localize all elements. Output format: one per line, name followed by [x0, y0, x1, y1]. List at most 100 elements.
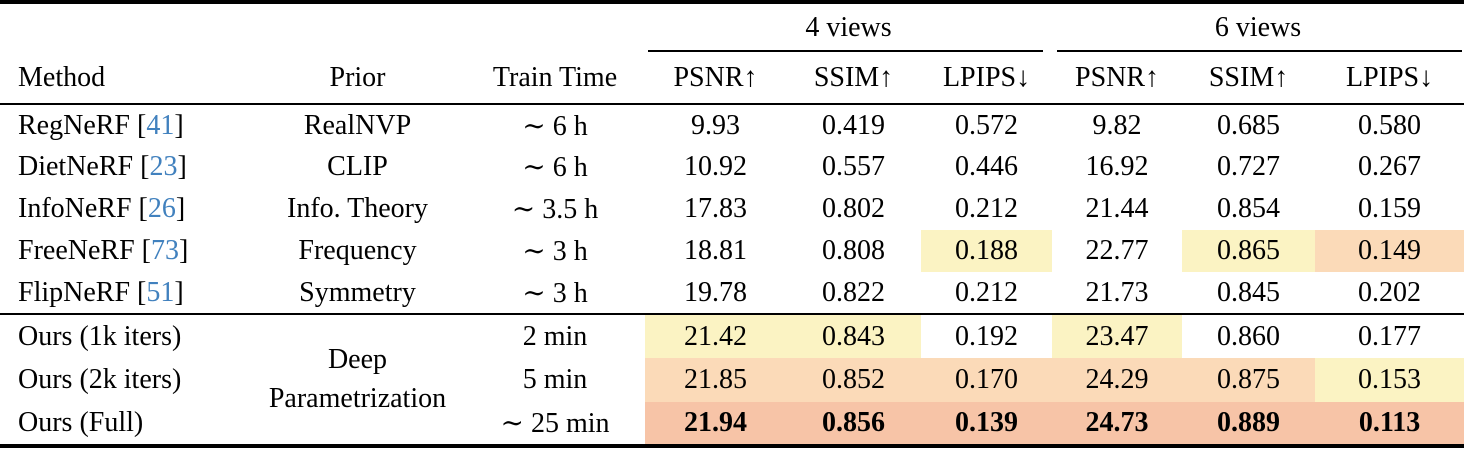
- citation-link[interactable]: 51: [146, 276, 175, 308]
- method-cell: RegNeRF [41]: [0, 104, 250, 146]
- metric-cell-lpips4: 0.188: [921, 230, 1053, 272]
- train-time-cell: ∼ 25 min: [500, 408, 610, 439]
- metric-cell-psnr4: 19.78: [684, 276, 747, 308]
- group-header-4views-label: 4 views: [805, 12, 892, 43]
- metric-cell-psnr6: 23.47: [1052, 313, 1183, 358]
- table-row-dietnerf: DietNeRF [23] CLIP ∼ 6 h 10.92 0.557 0.4…: [0, 146, 1464, 188]
- col-header-lpips-6views: LPIPS↓: [1315, 52, 1464, 105]
- metric-cell-ssim6: 0.875: [1182, 358, 1316, 402]
- train-time-cell: ∼ 3 h: [522, 277, 588, 309]
- metric-cell-psnr6: 9.82: [1092, 109, 1142, 141]
- column-header-row: Method Prior Train Time PSNR↑ SSIM↑ LPIP…: [0, 52, 1464, 105]
- metric-cell-lpips4: 0.212: [955, 276, 1019, 308]
- prior-cell: RealNVP: [303, 109, 412, 141]
- method-name: RegNeRF: [18, 109, 130, 141]
- col-header-psnr-6views: PSNR↑: [1052, 52, 1183, 105]
- method-cell: InfoNeRF [26]: [0, 188, 250, 230]
- col-header-ssim-4views: SSIM↑: [786, 52, 921, 105]
- cmidrule-4views: [648, 50, 1044, 52]
- metric-cell-ssim4: 0.802: [822, 193, 885, 224]
- table-row-flipnerf: FlipNeRF [51] Symmetry ∼ 3 h 19.78 0.822…: [0, 272, 1464, 314]
- metric-cell-ssim4: 0.822: [822, 276, 885, 308]
- metric-cell-psnr4: 21.42: [645, 313, 786, 358]
- citation-link[interactable]: 26: [147, 193, 176, 224]
- table-row-regnerf: RegNeRF [41] RealNVP ∼ 6 h 9.93 0.419 0.…: [0, 104, 1464, 146]
- metric-cell-psnr6: 22.77: [1085, 235, 1149, 266]
- group-header-6views: 6 views: [1052, 2, 1464, 52]
- table-row-ours-2k: Ours (2k iters) 5 min 21.85 0.852 0.170 …: [0, 358, 1464, 402]
- citation-bracket: ]: [175, 193, 186, 224]
- col-header-psnr-4views: PSNR↑: [645, 52, 786, 105]
- train-time-cell: ∼ 3 h: [522, 236, 588, 267]
- citation-bracket: [: [137, 109, 147, 141]
- table-row-ours-1k: Ours (1k iters) Deep Parametrization 2 mi…: [0, 313, 1464, 446]
- metric-cell-psnr6: 16.92: [1085, 151, 1149, 182]
- citation-bracket: [: [137, 276, 147, 308]
- spacer-cell: [465, 2, 645, 52]
- metric-cell-psnr4: 17.83: [684, 193, 747, 224]
- metric-cell-lpips6: 0.267: [1358, 151, 1422, 182]
- citation-link[interactable]: 41: [146, 109, 175, 141]
- metric-cell-ssim4: 0.856: [786, 402, 921, 446]
- metric-cell-lpips6: 0.159: [1358, 193, 1422, 224]
- metric-cell-ssim6: 0.727: [1217, 151, 1281, 182]
- metric-cell-ssim4: 0.419: [822, 109, 885, 141]
- citation-bracket: ]: [174, 276, 184, 308]
- citation-bracket: [: [138, 193, 148, 224]
- group-header-row: 4 views 6 views: [0, 2, 1464, 52]
- method-name: InfoNeRF: [18, 193, 132, 224]
- spacer-cell: [0, 2, 250, 52]
- citation-bracket: [: [140, 151, 150, 182]
- col-header-train-time: Train Time: [465, 52, 645, 105]
- method-cell: FreeNeRF [73]: [0, 230, 250, 272]
- table-row-ours-full: Ours (Full) ∼ 25 min 21.94 0.856 0.139 2…: [0, 402, 1464, 446]
- metric-cell-lpips4: 0.446: [955, 151, 1019, 182]
- prior-cell-deep-parametrization: Deep Parametrization: [250, 313, 465, 446]
- citation-link[interactable]: 73: [150, 235, 179, 266]
- metric-cell-lpips6: 0.153: [1315, 358, 1464, 402]
- metric-cell-ssim4: 0.843: [786, 313, 921, 358]
- prior-cell: Frequency: [298, 235, 417, 266]
- metric-cell-psnr4: 18.81: [684, 235, 747, 266]
- method-cell: DietNeRF [23]: [0, 146, 250, 188]
- spacer-cell: [250, 2, 465, 52]
- train-time-cell: ∼ 6 h: [522, 152, 588, 183]
- metric-cell-lpips6: 0.202: [1358, 276, 1422, 308]
- metric-cell-lpips6: 0.580: [1358, 109, 1422, 141]
- method-name: FlipNeRF: [18, 276, 131, 308]
- metric-cell-lpips6: 0.113: [1315, 402, 1464, 446]
- col-header-prior: Prior: [250, 52, 465, 105]
- train-time-cell: 5 min: [522, 364, 588, 395]
- prior-cell: Info. Theory: [287, 193, 428, 224]
- method-cell: Ours (2k iters): [18, 364, 182, 395]
- metric-cell-psnr6: 21.73: [1085, 276, 1149, 308]
- metric-cell-psnr4: 21.85: [645, 358, 786, 402]
- metric-cell-ssim4: 0.808: [822, 235, 885, 266]
- method-name: DietNeRF: [18, 151, 134, 182]
- citation-link[interactable]: 23: [149, 151, 178, 182]
- metric-cell-lpips4: 0.572: [955, 109, 1019, 141]
- metric-cell-lpips6: 0.177: [1315, 313, 1464, 358]
- prior-cell: Symmetry: [299, 276, 416, 308]
- citation-bracket: [: [141, 235, 151, 266]
- prior-cell: CLIP: [327, 151, 388, 182]
- train-time-cell: ∼ 3.5 h: [511, 194, 599, 225]
- method-cell: Ours (Full): [18, 407, 144, 438]
- citation-bracket: ]: [177, 151, 187, 182]
- table-row-freenerf: FreeNeRF [73] Frequency ∼ 3 h 18.81 0.80…: [0, 230, 1464, 272]
- metric-cell-psnr6: 24.29: [1052, 358, 1183, 402]
- citation-bracket: ]: [174, 109, 184, 141]
- cmidrule-6views: [1057, 50, 1463, 52]
- metric-cell-ssim6: 0.889: [1182, 402, 1316, 446]
- metric-cell-psnr4: 21.94: [645, 402, 786, 446]
- metric-cell-ssim4: 0.557: [822, 151, 885, 182]
- method-name: FreeNeRF: [18, 235, 135, 266]
- col-header-ssim-6views: SSIM↑: [1182, 52, 1316, 105]
- metric-cell-ssim6: 0.865: [1182, 230, 1316, 272]
- method-cell: FlipNeRF [51]: [0, 272, 250, 314]
- train-time-cell: 2 min: [465, 313, 645, 358]
- metric-cell-psnr6: 24.73: [1052, 402, 1183, 446]
- group-header-6views-label: 6 views: [1214, 12, 1302, 43]
- metric-cell-ssim6: 0.860: [1182, 313, 1316, 358]
